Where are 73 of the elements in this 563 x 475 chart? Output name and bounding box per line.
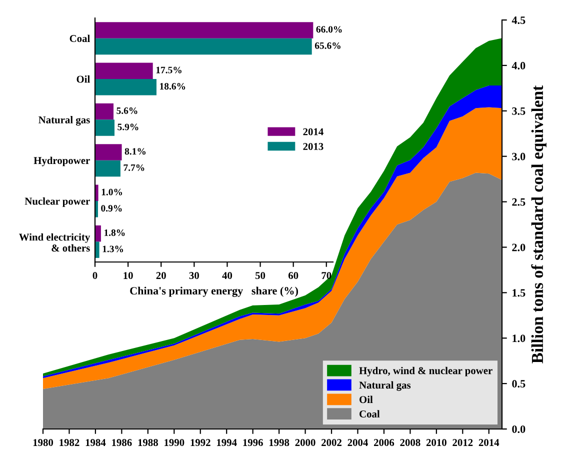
bar bbox=[95, 184, 98, 201]
y-tick-label: 0.0 bbox=[512, 425, 526, 434]
x-tick-label: 2000 bbox=[295, 439, 316, 446]
x-tick-label: 1988 bbox=[138, 439, 158, 446]
x-tick-label: 2006 bbox=[374, 439, 394, 446]
data-label: 5.6% bbox=[116, 107, 138, 114]
x-tick-label: 0 bbox=[92, 272, 98, 280]
legend-label: Oil bbox=[360, 396, 373, 404]
data-label: 65.6% bbox=[314, 42, 340, 49]
x-tick-label: 2008 bbox=[400, 439, 420, 446]
x-axis-title: China's primary energy share (%) bbox=[130, 286, 298, 297]
x-tick-label: 50 bbox=[255, 272, 266, 280]
data-label: 1.8% bbox=[104, 229, 125, 236]
data-label: 7.7% bbox=[124, 164, 144, 171]
legend-label: Hydro, wind & nuclear power bbox=[359, 366, 492, 376]
y-tick-label: Coal bbox=[70, 34, 90, 42]
data-label: 66.0% bbox=[316, 26, 342, 33]
y-tick-label: 4.5 bbox=[512, 16, 526, 24]
y-tick-label: Wind electricity & others bbox=[19, 233, 90, 252]
x-tick-label: 2012 bbox=[452, 439, 473, 446]
bar bbox=[95, 120, 115, 136]
bar bbox=[95, 62, 153, 79]
x-tick-label: 1994 bbox=[217, 439, 237, 446]
y-tick-label: 2.5 bbox=[512, 198, 526, 206]
x-tick-label: 1992 bbox=[190, 439, 210, 446]
x-tick-label: 30 bbox=[189, 272, 199, 280]
y-tick-label: 1.0 bbox=[512, 334, 526, 342]
data-label: 8.1% bbox=[124, 148, 146, 155]
bar bbox=[95, 242, 100, 258]
x-tick-label: 1998 bbox=[269, 439, 290, 446]
y-tick-label: Hydropower bbox=[34, 156, 90, 166]
data-label: 5.9% bbox=[118, 124, 138, 130]
bar bbox=[95, 22, 314, 38]
bar bbox=[95, 160, 120, 177]
legend-label: Natural gas bbox=[359, 381, 411, 391]
legend-label: 2013 bbox=[303, 142, 324, 150]
y-tick-label: 1.5 bbox=[512, 289, 526, 297]
y-tick-label: Oil bbox=[76, 75, 90, 83]
x-tick-label: 1990 bbox=[164, 439, 184, 446]
bar bbox=[95, 225, 101, 242]
bar bbox=[95, 144, 122, 160]
x-tick-label: 1980 bbox=[33, 439, 54, 446]
x-tick-label: 2010 bbox=[426, 439, 446, 446]
y-tick-label: 3.0 bbox=[512, 152, 526, 160]
data-label: 1.3% bbox=[102, 246, 124, 252]
x-tick-label: 2004 bbox=[348, 439, 368, 446]
y-tick-label: 0.5 bbox=[512, 380, 526, 388]
bar bbox=[95, 103, 114, 120]
y-tick-label: Natural gas bbox=[38, 116, 90, 126]
legend-label: Coal bbox=[360, 410, 380, 418]
x-tick-label: 1986 bbox=[112, 439, 132, 446]
x-tick-label: 10 bbox=[124, 272, 133, 280]
x-tick-label: 2002 bbox=[322, 439, 342, 446]
y-tick-label: 4.0 bbox=[512, 62, 526, 70]
x-tick-label: 40 bbox=[222, 272, 232, 280]
y-tick-label: 3.5 bbox=[512, 107, 526, 115]
x-tick-label: 70 bbox=[322, 272, 332, 280]
data-label: 17.5% bbox=[156, 66, 182, 74]
y-tick-label: Nuclear power bbox=[24, 197, 90, 207]
bar bbox=[95, 38, 312, 55]
y-tick-label: 2.0 bbox=[512, 244, 526, 252]
x-tick-label: 1996 bbox=[243, 439, 263, 446]
data-label: 0.9% bbox=[101, 205, 122, 212]
x-tick-label: 60 bbox=[288, 272, 298, 280]
bar bbox=[95, 79, 156, 96]
x-tick-label: 1984 bbox=[86, 439, 106, 446]
x-tick-label: 1982 bbox=[60, 439, 80, 446]
x-tick-label: 2014 bbox=[478, 439, 500, 446]
data-label: 18.6% bbox=[160, 83, 186, 90]
legend-label: 2014 bbox=[303, 128, 324, 136]
y-axis-title: Billion tons of standard coal equivalent bbox=[531, 85, 546, 364]
data-label: 1.0% bbox=[102, 188, 122, 196]
x-tick-label: 20 bbox=[156, 272, 166, 280]
